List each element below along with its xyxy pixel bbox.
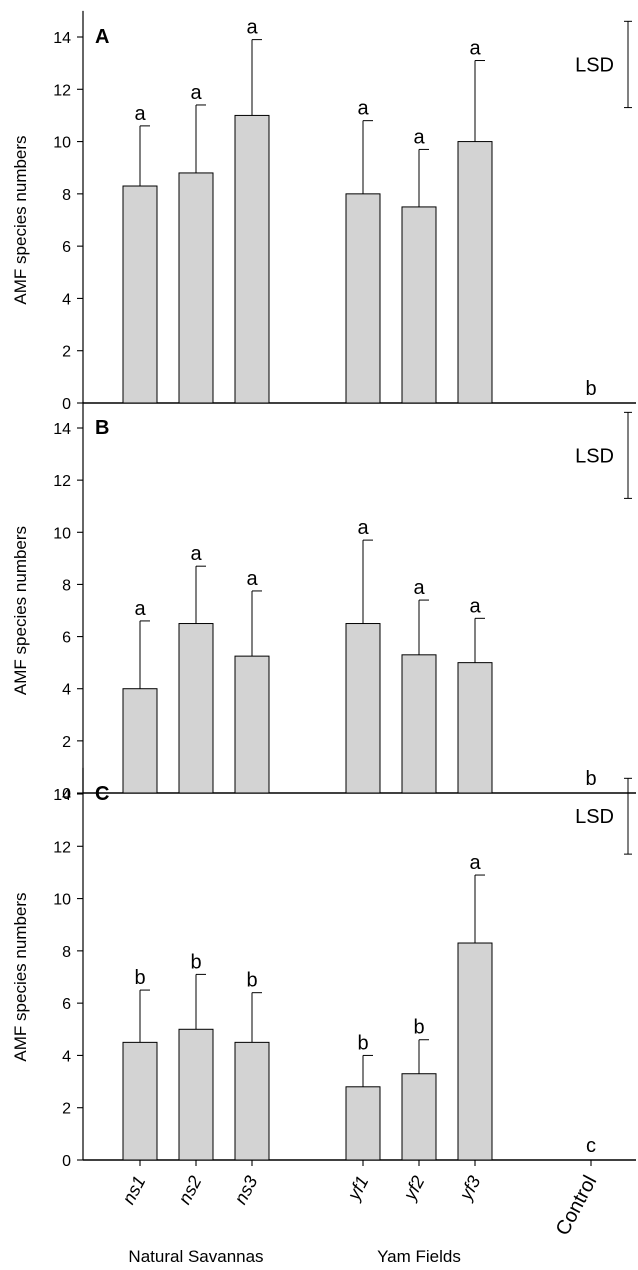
y-axis-title: AMF species numbers [11, 892, 30, 1061]
bar-ns3 [234, 1041, 270, 1161]
y-tick-label: 6 [62, 630, 71, 647]
x-tick-label-yf3: yf3 [455, 1172, 485, 1204]
significance-letter: a [413, 577, 425, 599]
significance-letter: a [134, 103, 146, 125]
y-tick-label: 10 [53, 892, 71, 909]
y-axis-title: AMF species numbers [11, 526, 30, 695]
significance-letter: b [246, 970, 257, 992]
x-tick-label-ns2: ns2 [174, 1172, 205, 1207]
x-tick-label-ns1: ns1 [118, 1172, 149, 1207]
y-tick-label: 0 [62, 1153, 71, 1170]
y-tick-label: 2 [62, 734, 71, 751]
y-tick-label: 6 [62, 996, 71, 1013]
x-tick-label-ns3: ns3 [230, 1172, 261, 1207]
y-tick-label: 6 [62, 239, 71, 256]
bar-ns3 [234, 114, 270, 404]
y-tick-label: 12 [53, 473, 71, 490]
x-tick-label-yf1: yf1 [343, 1172, 373, 1204]
significance-letter: a [246, 17, 258, 39]
bar-ns2 [178, 623, 214, 794]
y-tick-label: 12 [53, 82, 71, 99]
y-tick-label: 8 [62, 944, 71, 961]
bar-yf3 [457, 662, 493, 794]
y-tick-label: 14 [53, 787, 71, 804]
x-tick-label-yf2: yf2 [399, 1172, 429, 1204]
significance-letter: b [357, 1032, 368, 1054]
significance-letter: a [469, 38, 481, 60]
significance-letter: c [586, 1135, 596, 1157]
chart-panel-c: 0 2 4 6 8 10 12 14 AMF species numbers Cb b b b b a c LS… [11, 767, 636, 1170]
y-tick-label: 2 [62, 344, 71, 361]
y-tick-label: 8 [62, 187, 71, 204]
y-tick-label: 8 [62, 577, 71, 594]
significance-letter: a [190, 543, 202, 565]
significance-letter: a [357, 517, 369, 539]
significance-letter: a [469, 852, 481, 874]
significance-letter: b [134, 967, 145, 989]
panel-label: B [95, 417, 109, 439]
chart-panel-a: 0 2 4 6 8 10 12 14 AMF species numbers Aa a a a a a b LS… [11, 10, 636, 413]
bar-yf2 [401, 206, 437, 404]
bar-ns3 [234, 655, 270, 794]
chart-panel-b: 0 2 4 6 8 10 12 14 AMF species numbers Ba a a a a a b LS… [11, 401, 636, 803]
significance-letter: b [190, 951, 201, 973]
significance-letter: a [469, 595, 481, 617]
lsd-label: LSD [575, 445, 614, 467]
y-tick-label: 0 [62, 396, 71, 413]
significance-letter: a [246, 568, 258, 590]
significance-letter: a [413, 126, 425, 148]
significance-letter: b [413, 1017, 424, 1039]
group-label-yam-fields: Yam Fields [377, 1247, 461, 1266]
bar-ns1 [122, 1041, 158, 1161]
bar-ns1 [122, 688, 158, 794]
y-axis-title: AMF species numbers [11, 135, 30, 304]
y-tick-label: 14 [53, 30, 71, 47]
bar-ns2 [178, 1028, 214, 1161]
significance-letter: a [357, 98, 369, 120]
y-tick-label: 10 [53, 135, 71, 152]
bar-yf2 [401, 654, 437, 794]
significance-letter: b [585, 768, 596, 790]
lsd-label: LSD [575, 54, 614, 76]
panel-label: A [95, 26, 109, 48]
lsd-label: LSD [575, 806, 614, 828]
significance-letter: a [134, 598, 146, 620]
y-tick-label: 0 [62, 786, 71, 803]
y-tick-label: 12 [53, 839, 71, 856]
bar-yf3 [457, 141, 493, 404]
bar-yf1 [345, 193, 381, 404]
y-tick-label: 2 [62, 1101, 71, 1118]
panel-label: C [95, 783, 109, 805]
significance-letter: b [585, 378, 596, 400]
bar-yf3 [457, 942, 493, 1161]
significance-letter: a [190, 82, 202, 104]
group-label-natural-savannas: Natural Savannas [128, 1247, 263, 1266]
y-tick-label: 4 [62, 291, 71, 308]
bar-yf1 [345, 1086, 381, 1161]
bar-yf1 [345, 623, 381, 794]
y-tick-label: 4 [62, 1048, 71, 1065]
y-tick-label: 4 [62, 682, 71, 699]
bar-yf2 [401, 1073, 437, 1161]
y-tick-label: 10 [53, 525, 71, 542]
bar-ns1 [122, 185, 158, 404]
x-tick-label-control: Control [552, 1172, 602, 1239]
bar-ns2 [178, 172, 214, 404]
y-tick-label: 14 [53, 421, 71, 438]
